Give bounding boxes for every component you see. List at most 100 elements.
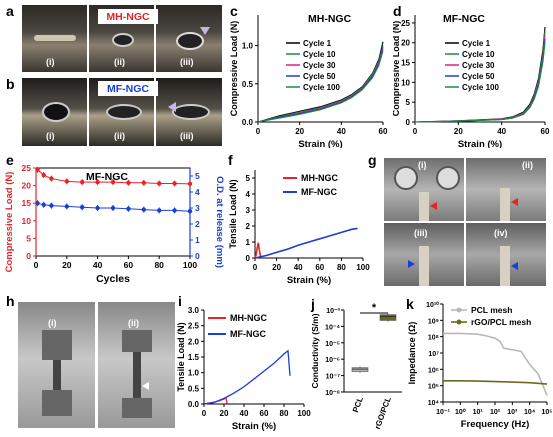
data-point (41, 172, 46, 178)
data-point (157, 208, 162, 213)
data-point (35, 201, 40, 206)
caption: (iv) (494, 228, 508, 238)
y-tick-label: 2.0 (188, 337, 200, 346)
legend-label: Cycle 30 (303, 61, 336, 70)
y-tick-label: 1.0 (242, 42, 254, 51)
legend-label: Cycle 100 (462, 83, 499, 92)
x-tick-label: 20 (220, 409, 229, 418)
y-axis-label: Compressive Load (N) (229, 21, 239, 117)
y-tick-label: 1 (246, 238, 251, 247)
x-tick-label: 40 (337, 127, 346, 136)
grip-shape (122, 330, 152, 352)
y-tick-label: 4 (246, 190, 251, 199)
y-tick-label: 10¹⁰ (426, 301, 439, 309)
chart-i: 0 20 40 60 80 100 0.0 0.5 1.0 1.5 2.0 2.5 3.0 Strain … (176, 306, 311, 432)
photo-panel-g: (i) (ii) (iii) (iv) (384, 158, 546, 286)
arrow-icon (200, 27, 210, 35)
conduit-shape (176, 32, 204, 50)
y-tick-label: 0.5 (188, 384, 200, 393)
legend-label: Cycle 1 (462, 39, 491, 48)
arrow-icon (511, 198, 518, 206)
legend-label: Cycle 100 (303, 83, 340, 92)
x-tick-label: 10¹ (473, 409, 484, 416)
data-point (41, 202, 46, 207)
conduit-shape (500, 188, 510, 221)
x-tick-label: 10⁴ (524, 409, 536, 416)
y-tick-label: 1.0 (188, 369, 200, 378)
panel-label-g: g (368, 152, 377, 168)
x-tick-label: 100 (356, 263, 370, 272)
data-point (110, 179, 116, 185)
caption: (iii) (180, 57, 194, 67)
chart-title: MF-NGC (443, 13, 485, 25)
x-axis-label: Cycles (96, 273, 130, 285)
x-axis-label: Strain (%) (232, 421, 276, 432)
chart-k: 10⁻¹ 10⁰ 10¹ 10² 10³ 10⁴ 10⁵ 10⁴ 10⁵ 10⁶ 10⁷ 10⁸ 10⁹… (407, 301, 553, 430)
caption: (ii) (128, 318, 139, 328)
x-tick-label: 40 (93, 260, 103, 270)
x-tick-label: 0 (256, 127, 261, 136)
grip-shape (122, 398, 152, 418)
chart-d: 0 20 40 60 0 5 10 15 20 25 Strain (%) Compressive L… (393, 13, 550, 148)
x-tick-label: 20 (454, 127, 463, 136)
x-tick-label: 0 (253, 263, 258, 272)
y-tick-label: 10 (22, 216, 32, 226)
y-tick-label: 0.0 (188, 400, 200, 409)
x-tick-label: 0 (34, 260, 39, 270)
conduit-shape (112, 33, 134, 47)
caption: (ii) (114, 57, 125, 67)
x-tick-label: 100 (297, 409, 311, 418)
legend-label: Cycle 50 (303, 72, 336, 81)
x-axis-label: Frequency (Hz) (461, 419, 530, 430)
x-tick-label: PCL (351, 395, 365, 413)
panel-label-c: c (230, 3, 238, 19)
chart-j: 10⁻⁸ 10⁻⁷ 10⁻⁶ 10⁻⁵ 10⁻⁴ 10⁻³ Conductivity (S/… (310, 302, 402, 430)
arrow-icon (168, 102, 176, 112)
arrow-icon (142, 382, 149, 390)
bolt-shape (436, 166, 460, 190)
y2-tick-label: 4 (195, 187, 200, 197)
x-tick-label: 10⁵ (541, 409, 552, 416)
x-tick-label: 20 (272, 263, 281, 272)
y-tick-label: 10⁵ (428, 384, 439, 391)
x-tick-label: 80 (154, 260, 164, 270)
y-tick-label: 2 (246, 222, 251, 231)
data-point (126, 180, 131, 185)
grip-shape (42, 330, 72, 360)
y-axis-label: Tensile Load (N) (228, 179, 238, 248)
photo-panel-h: (i) (ii) (18, 302, 175, 428)
conduit-shape (172, 104, 210, 120)
y-tick-label: 10⁶ (428, 367, 439, 374)
y-tick-label: 10⁸ (428, 335, 439, 342)
panel-label-f: f (228, 152, 233, 168)
caption: (i) (48, 318, 57, 328)
y-tick-label: 3 (246, 206, 251, 215)
y-tick-label: 10⁷ (428, 351, 439, 358)
caption: (i) (46, 131, 55, 141)
panel-label-b: b (6, 76, 15, 92)
legend-label: MF-NGC (301, 187, 337, 197)
y-tick-label: 20 (401, 39, 410, 48)
y-tick-label: 0.5 (242, 80, 254, 89)
y2-axis-label: O.D. at release (mm) (214, 176, 225, 268)
significance-label: * (372, 302, 377, 314)
photo-panel-b: MF-NGC (i) (ii) (iii) (22, 78, 222, 146)
arrow-icon (511, 262, 518, 270)
x-tick-label: 60 (124, 260, 134, 270)
x-tick-label: 0 (413, 127, 418, 136)
photo-panel-a: MH-NGC (i) (ii) (iii) (22, 5, 222, 72)
data-point (141, 180, 146, 185)
x-tick-label: 10³ (507, 409, 518, 416)
data-point (49, 203, 54, 208)
legend-label: rGO/PCL mesh (471, 317, 531, 327)
data-point (110, 205, 116, 211)
caption: (i) (46, 57, 55, 67)
y-tick-label: 5 (26, 233, 31, 243)
x-tick-label: 40 (497, 127, 506, 136)
y-tick-label: 20 (22, 181, 32, 191)
x-tick-label: 20 (295, 127, 304, 136)
x-tick-label: 20 (62, 260, 72, 270)
caption: (iii) (414, 228, 428, 238)
legend-label: MF-NGC (230, 329, 266, 339)
data-point (172, 208, 177, 213)
